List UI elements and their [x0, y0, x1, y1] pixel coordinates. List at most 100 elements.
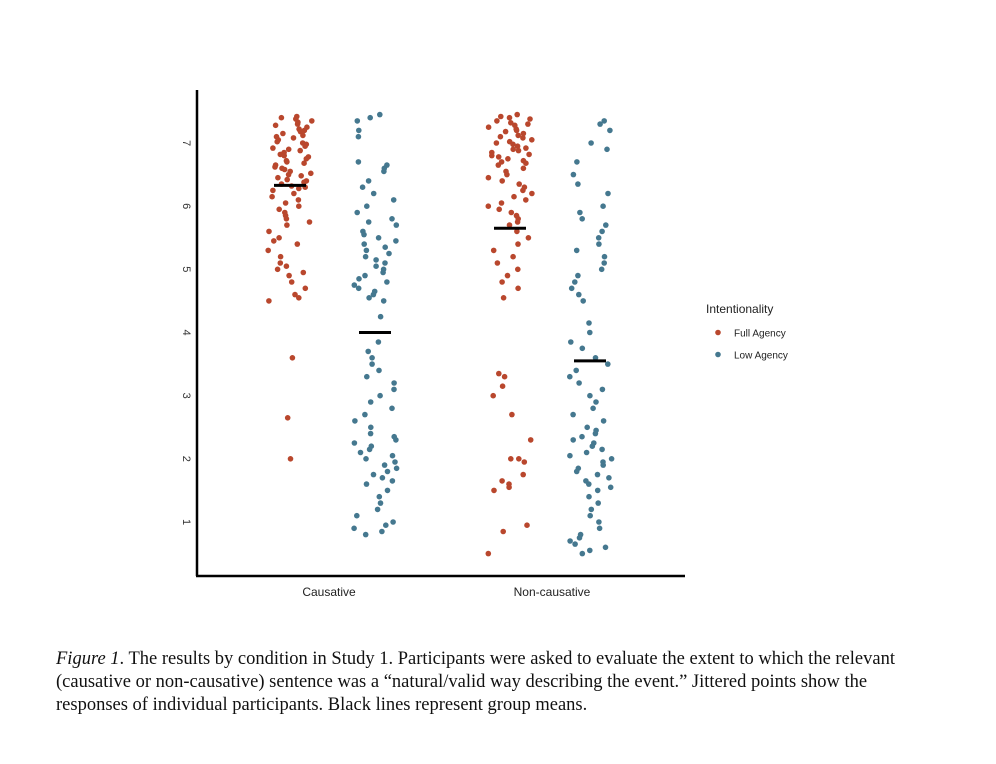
mean-lines	[274, 183, 606, 363]
data-point	[514, 219, 521, 225]
data-point	[377, 313, 384, 320]
data-point	[357, 449, 364, 456]
data-point	[364, 203, 370, 209]
data-point	[356, 276, 362, 282]
data-point	[520, 165, 527, 172]
data-point	[282, 200, 289, 206]
data-point	[576, 535, 583, 541]
data-point	[607, 127, 613, 134]
y-tick-labels: 1 2 3 4 5 6 7	[180, 140, 192, 525]
data-point	[288, 279, 295, 285]
data-point	[587, 329, 593, 336]
data-point	[390, 519, 396, 525]
legend-key	[715, 351, 721, 358]
data-point	[607, 484, 614, 491]
data-point	[383, 522, 389, 528]
data-point	[524, 522, 530, 528]
data-point	[510, 146, 516, 153]
data-point	[286, 272, 292, 279]
data-point	[302, 143, 308, 149]
data-point	[281, 166, 288, 173]
data-point	[597, 121, 603, 127]
data-point	[283, 263, 290, 270]
data-point	[520, 135, 526, 141]
data-point	[376, 367, 382, 374]
data-point	[377, 500, 384, 506]
data-point	[499, 383, 506, 390]
data-point	[596, 241, 602, 247]
data-point	[504, 272, 511, 279]
data-point	[296, 185, 302, 192]
data-point	[369, 355, 375, 361]
data-point	[370, 291, 377, 298]
data-point	[301, 160, 307, 166]
data-point	[375, 235, 382, 241]
data-point	[266, 228, 272, 235]
data-point	[384, 279, 390, 285]
data-point	[381, 168, 387, 175]
data-point	[300, 132, 306, 139]
data-point	[604, 146, 610, 153]
y-tick-label: 7	[180, 140, 192, 146]
data-point	[521, 459, 528, 465]
data-point	[389, 216, 395, 222]
data-point	[355, 285, 362, 292]
data-point	[389, 478, 396, 484]
data-point	[362, 253, 369, 260]
data-point	[603, 222, 609, 228]
data-point	[516, 181, 522, 187]
data-point	[284, 159, 290, 165]
data-point	[289, 355, 296, 361]
data-point	[592, 430, 599, 437]
data-point	[375, 339, 382, 345]
data-point	[362, 411, 368, 418]
data-point	[370, 190, 377, 197]
data-point	[363, 456, 369, 462]
data-point	[514, 228, 520, 235]
data-point	[514, 111, 520, 118]
data-point	[508, 209, 515, 216]
data-point	[493, 140, 500, 146]
data-point	[366, 295, 372, 301]
data-point	[362, 531, 369, 538]
data-point	[274, 138, 281, 145]
data-point	[606, 475, 612, 481]
data-point	[355, 159, 362, 165]
data-point	[600, 203, 606, 209]
data-point	[599, 228, 605, 235]
data-point	[513, 127, 520, 134]
data-point	[300, 269, 307, 276]
data-point	[587, 512, 593, 519]
caption-text: . The results by condition in Study 1. P…	[56, 649, 895, 715]
x-category-label: Non-causative	[514, 585, 591, 599]
data-point	[588, 506, 595, 513]
data-point	[572, 541, 578, 547]
data-point	[382, 260, 388, 266]
data-point	[491, 487, 497, 494]
data-point	[505, 156, 511, 162]
data-point	[608, 456, 615, 462]
data-point	[364, 373, 370, 380]
data-point	[589, 443, 596, 450]
data-point	[509, 411, 515, 418]
data-point	[390, 197, 397, 203]
data-point	[365, 348, 372, 355]
data-point	[377, 111, 383, 118]
data-point	[276, 206, 283, 213]
data-point	[599, 386, 606, 393]
data-point	[266, 298, 272, 304]
data-point	[287, 456, 294, 462]
data-point	[485, 174, 492, 181]
data-point	[523, 197, 529, 203]
data-point	[376, 493, 383, 500]
data-point	[520, 187, 526, 194]
data-point	[485, 550, 492, 557]
data-point	[500, 295, 507, 301]
data-point	[362, 272, 368, 279]
data-point	[370, 471, 377, 478]
data-point	[568, 339, 574, 345]
data-point	[265, 247, 272, 254]
data-point	[526, 151, 532, 158]
data-point	[514, 143, 521, 149]
data-point	[567, 538, 573, 544]
